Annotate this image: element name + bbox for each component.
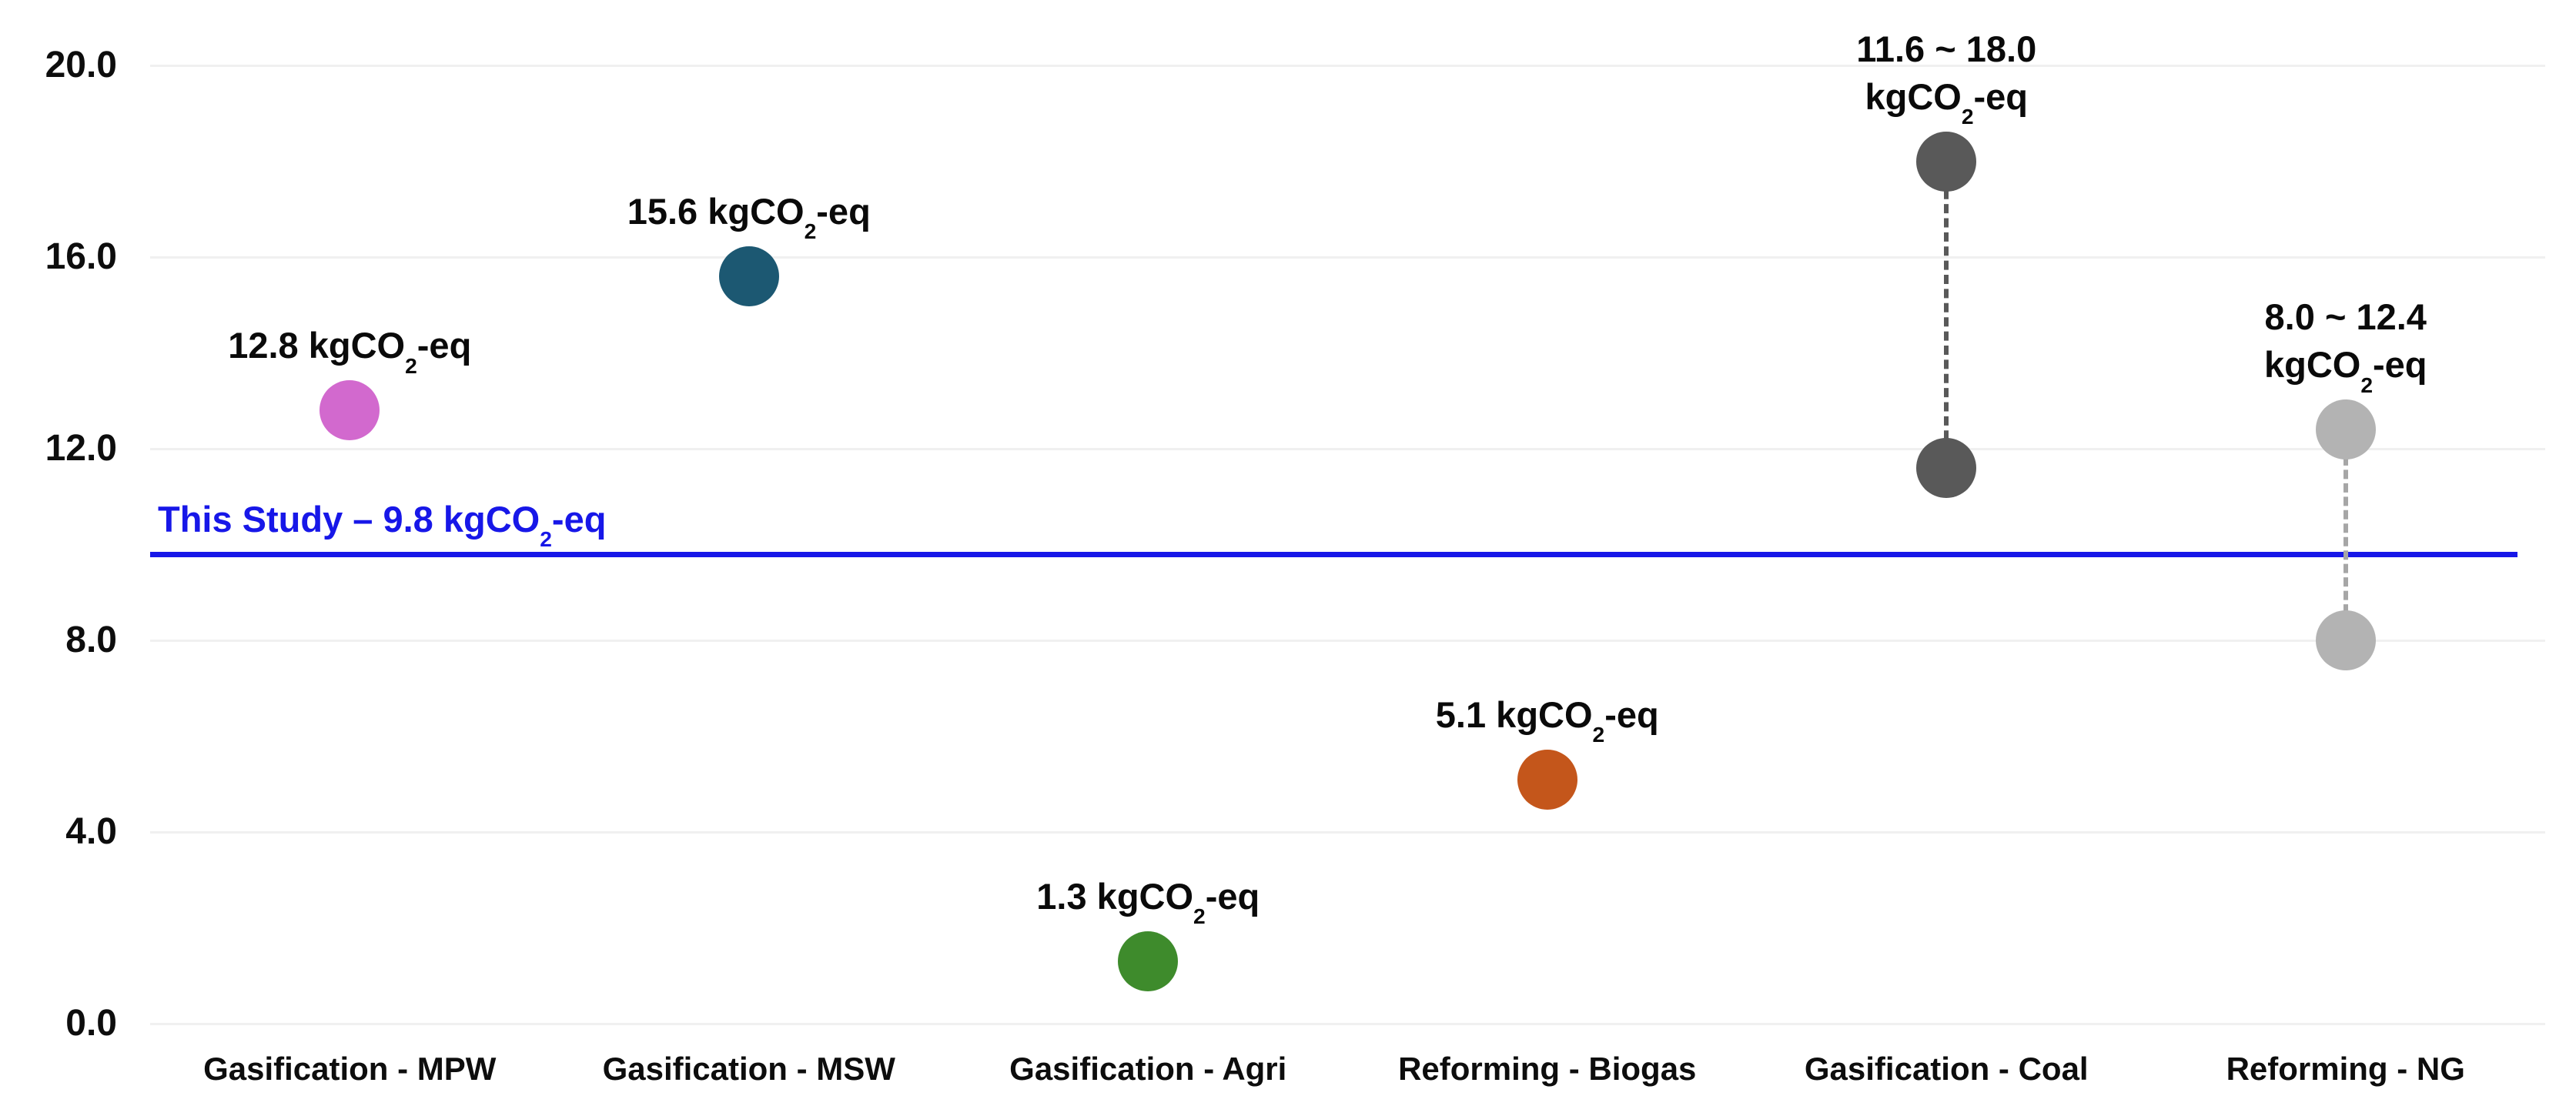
reference-line xyxy=(150,551,2517,557)
data-annotation-gasification-agri: 1.3 kgCO2-eq xyxy=(1036,876,1260,929)
y-tick-label: 0.0 xyxy=(65,1003,117,1044)
data-annotation-gasification-mpw: 12.8 kgCO2-eq xyxy=(228,325,472,378)
data-point-gasification-msw xyxy=(718,246,779,306)
data-annotation-reforming-ng: 8.0 ~ 12.4 kgCO2-eq xyxy=(2263,296,2427,397)
range-connector-gasification-coal xyxy=(1944,161,1949,468)
data-annotation-reforming-biogas: 5.1 kgCO2-eq xyxy=(1435,693,1659,747)
data-point-gasification-agri xyxy=(1118,931,1179,992)
category-label-gasification-mpw: Gasification - MPW xyxy=(203,1051,497,1087)
data-point-reforming-ng xyxy=(2315,610,2376,670)
y-tick-label: 12.0 xyxy=(45,428,117,469)
data-point-gasification-coal xyxy=(1916,437,1977,498)
y-tick-label: 20.0 xyxy=(45,45,117,85)
gridline xyxy=(150,65,2545,67)
data-annotation-gasification-msw: 15.6 kgCO2-eq xyxy=(627,190,871,244)
gridline xyxy=(150,1023,2545,1025)
gridline xyxy=(150,831,2545,834)
gridline xyxy=(150,448,2545,450)
range-connector-reforming-ng xyxy=(2343,429,2348,640)
category-label-gasification-agri: Gasification - Agri xyxy=(1009,1051,1287,1087)
data-point-reforming-ng xyxy=(2315,399,2376,460)
category-label-gasification-coal: Gasification - Coal xyxy=(1804,1051,2089,1087)
category-label-reforming-biogas: Reforming - Biogas xyxy=(1398,1051,1697,1087)
category-label-reforming-ng: Reforming - NG xyxy=(2226,1051,2465,1087)
y-tick-label: 8.0 xyxy=(65,620,117,660)
y-tick-label: 16.0 xyxy=(45,236,117,277)
data-annotation-gasification-coal: 11.6 ~ 18.0 kgCO2-eq xyxy=(1856,28,2037,129)
data-point-gasification-coal xyxy=(1916,131,1977,192)
category-label-gasification-msw: Gasification - MSW xyxy=(602,1051,895,1087)
data-point-gasification-mpw xyxy=(319,380,380,441)
y-tick-label: 4.0 xyxy=(65,811,117,852)
gridline xyxy=(150,256,2545,259)
data-point-reforming-biogas xyxy=(1517,749,1577,810)
gridline xyxy=(150,640,2545,642)
reference-line-label: This Study – 9.8 kgCO2-eq xyxy=(158,498,607,552)
